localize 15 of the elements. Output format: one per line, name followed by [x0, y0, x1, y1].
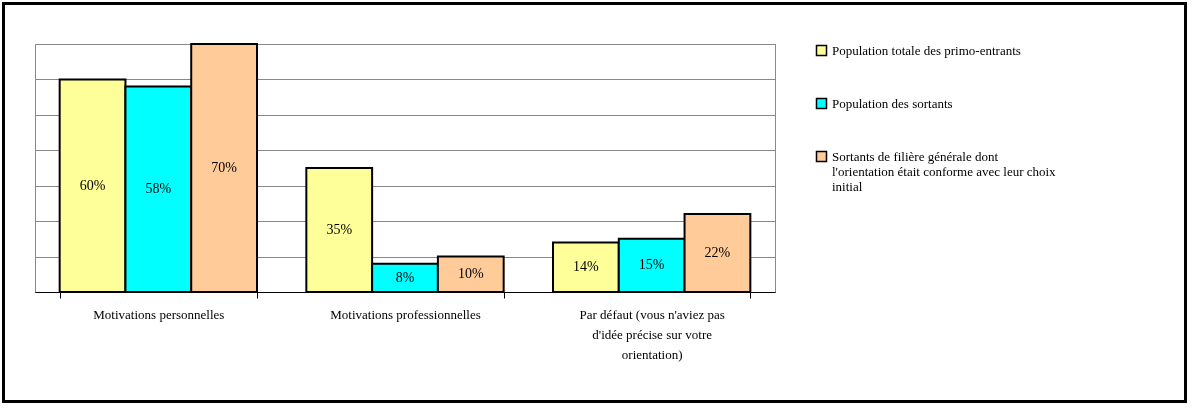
legend-label: Population des sortants — [832, 95, 953, 111]
data-label: 15% — [638, 257, 665, 273]
data-label: 35% — [326, 222, 353, 237]
legend-label: Population totale des primo-entrants — [832, 42, 1021, 58]
data-label: 8% — [395, 269, 415, 285]
x-tick-label: Motivations professionnelles — [330, 306, 481, 322]
data-label: 58% — [145, 181, 172, 197]
data-label: 14% — [573, 259, 600, 275]
data-label: 22% — [704, 245, 731, 261]
legend-label: Sortants de filière générale dont l'orientation était conforme avec leur choix initial — [832, 148, 1057, 194]
x-tick-label: Motivations personnelles — [93, 306, 225, 322]
x-tick-label: Par défaut (vous n'aviez pas d'idée précise sur votre orientation) — [579, 306, 725, 362]
data-label: 10% — [457, 266, 484, 282]
data-label: 70% — [211, 160, 238, 175]
data-label: 60% — [79, 177, 106, 193]
